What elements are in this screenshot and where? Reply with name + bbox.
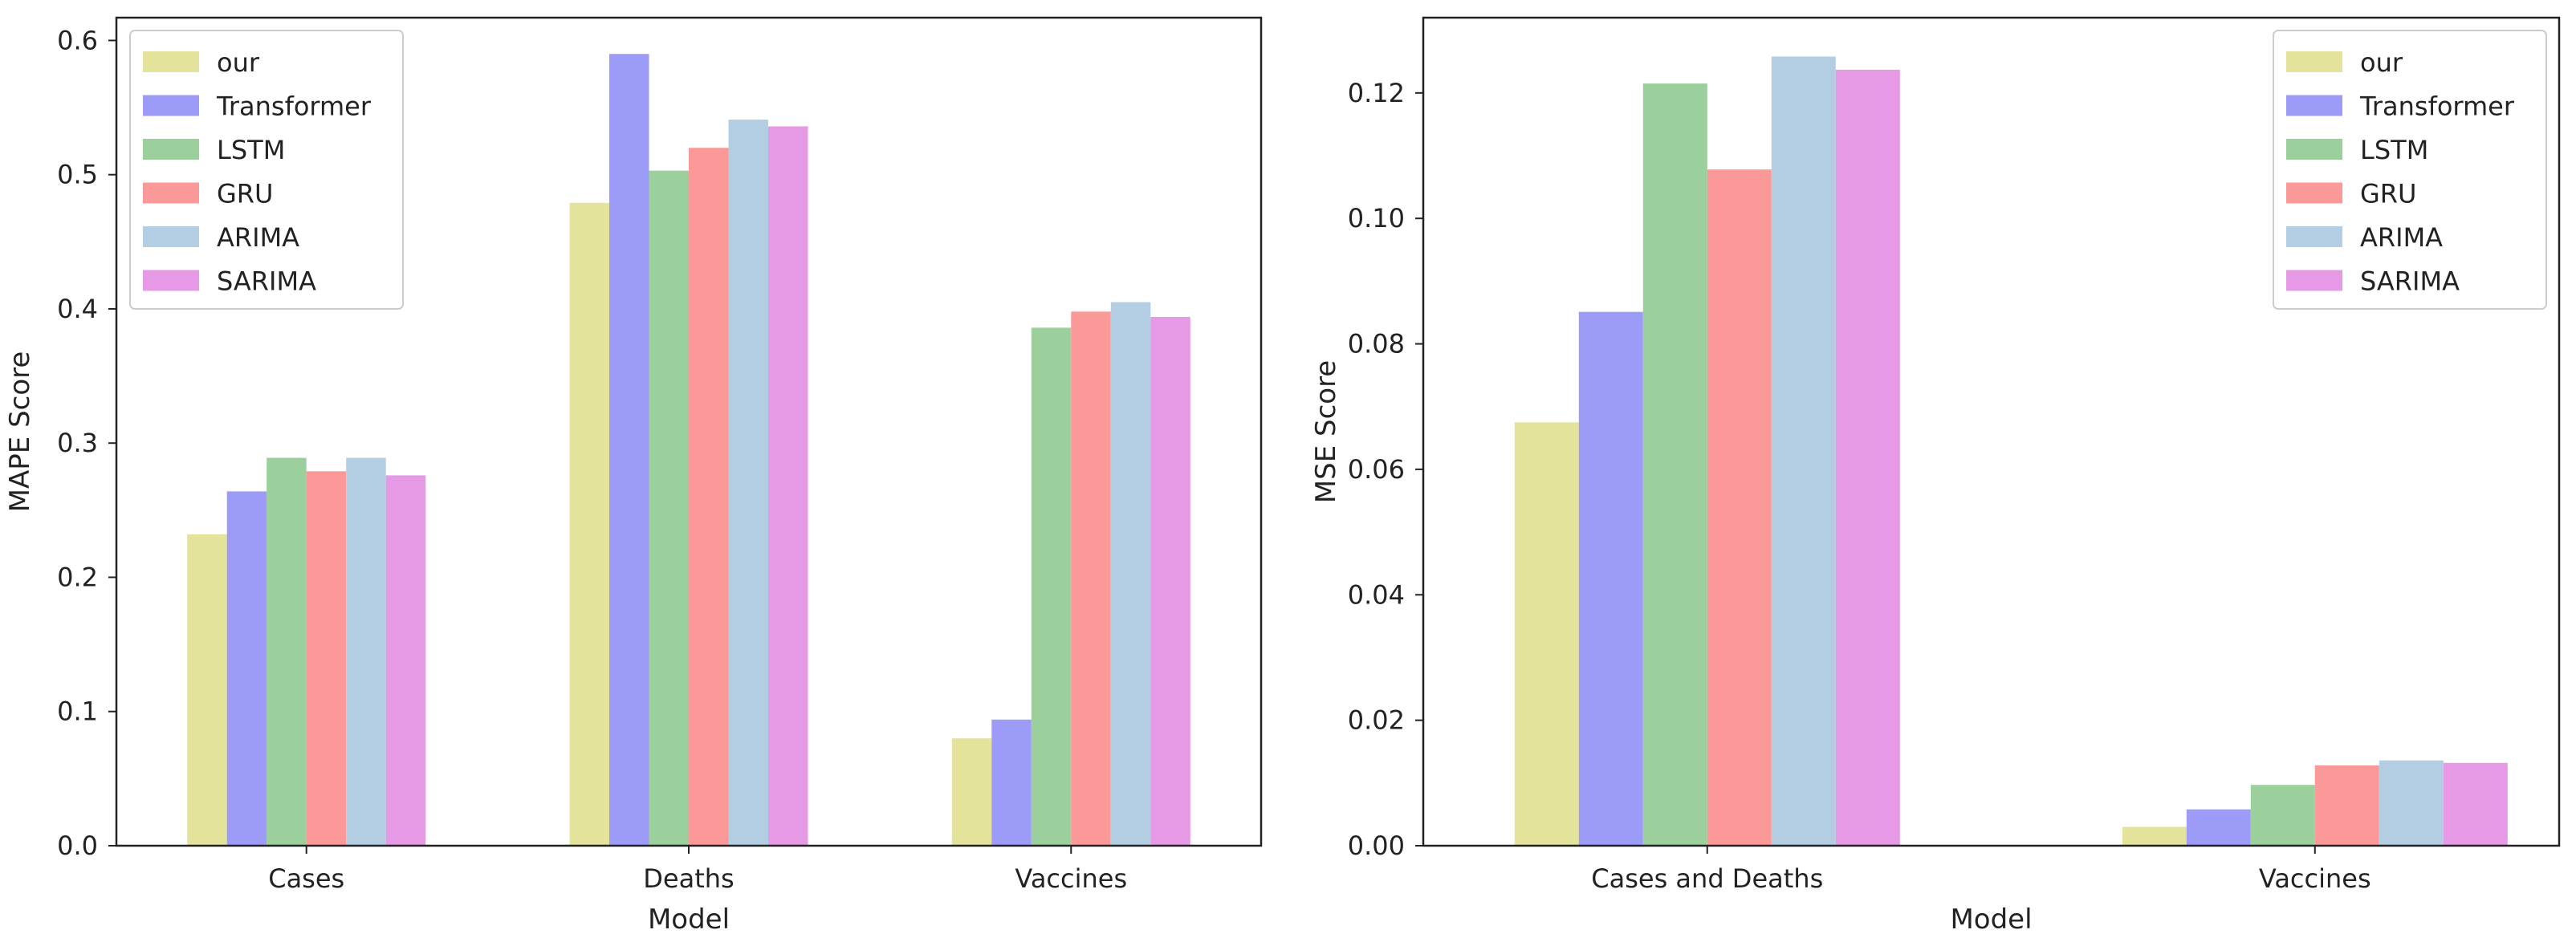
legend-label-transformer: Transformer <box>2359 91 2515 122</box>
bar-transformer-vaccines <box>2186 809 2251 846</box>
bar-gru-vaccines <box>2314 765 2379 846</box>
bar-gru-vaccines <box>1071 311 1111 846</box>
x-tick-label: Vaccines <box>1015 863 1127 894</box>
legend: our Transformer LSTM GRU ARIMA SARIMA <box>2273 30 2547 310</box>
bar-lstm-cases <box>267 457 307 846</box>
bar-gru-cases <box>306 471 347 846</box>
x-tick-label: Cases and Deaths <box>1591 863 1823 894</box>
legend-label-arima: ARIMA <box>217 222 299 253</box>
legend-swatch-arima <box>2286 226 2342 247</box>
bar-lstm-cases-and-deaths <box>1642 83 1707 847</box>
y-tick-label: 0.02 <box>1348 705 1405 736</box>
legend-swatch-our <box>2286 51 2342 72</box>
legend-swatch-gru <box>2286 182 2342 204</box>
bar-arima-vaccines <box>2379 760 2444 846</box>
bar-gru-cases-and-deaths <box>1707 169 1772 846</box>
legend-swatch-lstm <box>2286 139 2342 160</box>
chart-mape: Cases Deaths Vaccines 0.0 0.1 0.2 0.3 0.4 0.5 0.6… <box>4 16 1263 936</box>
bar-our-cases-and-deaths <box>1514 422 1579 846</box>
bar-our-deaths <box>569 202 609 847</box>
legend-label-lstm: LSTM <box>2360 135 2428 165</box>
bar-transformer-cases <box>226 491 267 846</box>
bar-arima-cases <box>346 457 386 846</box>
bar-transformer-cases-and-deaths <box>1578 311 1643 846</box>
bar-lstm-deaths <box>649 170 689 846</box>
legend-swatch-our <box>143 51 199 72</box>
bar-sarima-vaccines <box>1150 317 1190 846</box>
legend-label-sarima: SARIMA <box>217 266 316 297</box>
y-tick-label: 0.04 <box>1348 579 1405 610</box>
y-tick-label: 0.06 <box>1348 454 1405 485</box>
legend-swatch-arima <box>143 226 199 247</box>
bar-sarima-cases <box>385 475 426 846</box>
y-tick-label: 0.3 <box>57 428 98 458</box>
y-tick-label: 0.2 <box>57 562 98 592</box>
x-axis-label: Model <box>1950 903 2032 936</box>
legend: our Transformer LSTM GRU ARIMA SARIMA <box>129 30 404 310</box>
legend-swatch-lstm <box>143 139 199 160</box>
bar-arima-deaths <box>728 120 768 847</box>
axes-frame <box>1422 16 2561 847</box>
x-axis-label: Model <box>648 903 730 936</box>
legend-swatch-gru <box>143 182 199 204</box>
legend-label-arima: ARIMA <box>2360 222 2443 253</box>
x-tick-label: Vaccines <box>2259 863 2371 894</box>
chart-mse: Cases and Deaths Vaccines 0.00 0.02 0.04 0.06… <box>1310 16 2561 936</box>
legend-swatch-sarima <box>143 270 199 291</box>
bar-transformer-deaths <box>609 54 649 846</box>
legend-label-sarima: SARIMA <box>2360 266 2460 297</box>
bar-sarima-vaccines <box>2443 762 2508 846</box>
y-tick-label: 0.5 <box>57 160 98 190</box>
y-tick-label: 0.10 <box>1348 203 1405 233</box>
bar-our-cases <box>187 534 227 846</box>
legend-swatch-transformer <box>2286 95 2342 116</box>
bar-arima-vaccines <box>1110 302 1151 847</box>
x-tick-label: Deaths <box>643 863 734 894</box>
legend-swatch-transformer <box>143 95 199 116</box>
bar-gru-deaths <box>689 148 729 846</box>
y-tick-label: 0.6 <box>57 25 98 55</box>
y-tick-label: 0.12 <box>1348 78 1405 108</box>
x-tick-label: Cases <box>268 863 344 894</box>
legend-swatch-sarima <box>2286 270 2342 291</box>
y-tick-label: 0.1 <box>57 696 98 727</box>
legend-label-lstm: LSTM <box>217 135 285 165</box>
y-tick-label: 0.0 <box>57 830 98 861</box>
y-tick-label: 0.4 <box>57 294 98 324</box>
legend-label-our: our <box>217 47 260 78</box>
y-axis-label: MSE Score <box>1310 360 1342 503</box>
bar-sarima-deaths <box>768 126 808 846</box>
bar-our-vaccines <box>2122 826 2187 846</box>
bar-arima-cases-and-deaths <box>1771 56 1836 846</box>
bar-our-vaccines <box>951 738 992 846</box>
y-tick-label: 0.08 <box>1348 329 1405 359</box>
bar-lstm-vaccines <box>2250 785 2315 846</box>
legend-label-gru: GRU <box>2360 179 2416 209</box>
legend-label-transformer: Transformer <box>216 91 372 122</box>
y-tick-label: 0.00 <box>1348 830 1405 861</box>
bar-lstm-vaccines <box>1031 327 1072 846</box>
axes-frame <box>115 16 1263 847</box>
legend-label-our: our <box>2360 47 2403 78</box>
bar-transformer-vaccines <box>991 719 1032 846</box>
bar-sarima-cases-and-deaths <box>1835 69 1900 846</box>
legend-label-gru: GRU <box>217 179 273 209</box>
y-axis-label: MAPE Score <box>4 351 36 513</box>
